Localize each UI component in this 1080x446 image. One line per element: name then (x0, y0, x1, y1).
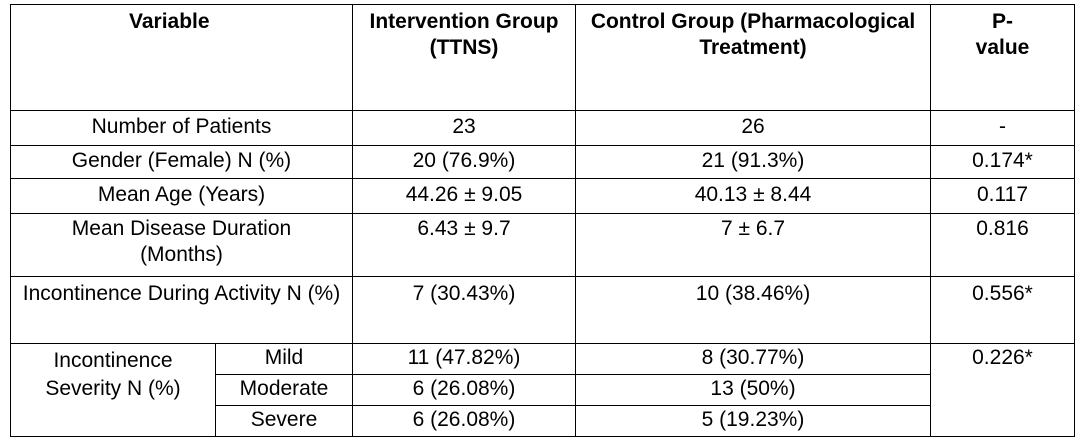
table-row: Severe 6 (26.08%) 5 (19.23%) (11, 405, 1075, 437)
table-row: Gender (Female) N (%) 20 (76.9%) 21 (91.… (10, 145, 1075, 179)
cell-intervention: 6 (26.08%) (352, 374, 576, 406)
row-label: Incontinence During Activity N (%) (10, 276, 353, 344)
cell-control: 26 (575, 110, 931, 146)
cell-intervention: 20 (76.9%) (352, 145, 576, 179)
table-row: Incontinence During Activity N (%) 7 (30… (10, 276, 1075, 344)
table-row: Number of Patients 23 26 - (10, 110, 1075, 146)
severity-level-label: Moderate (215, 374, 353, 406)
cell-pvalue: 0.816 (930, 213, 1075, 277)
cell-intervention: 11 (47.82%) (352, 343, 576, 375)
cell-intervention: 7 (30.43%) (352, 276, 576, 344)
row-label: Mean Age (Years) (10, 178, 353, 214)
row-label: Gender (Female) N (%) (10, 145, 353, 179)
cell-intervention: 6 (26.08%) (352, 405, 576, 437)
cell-pvalue: - (930, 110, 1075, 146)
cell-control: 13 (50%) (575, 374, 931, 406)
cell-pvalue: 0.117 (930, 178, 1075, 214)
severity-pvalue: 0.226* (930, 343, 1075, 437)
cell-control: 5 (19.23%) (575, 405, 931, 437)
table-row: Mean Disease Duration (Months) 6.43 ± 9.… (10, 213, 1075, 277)
row-label: Mean Disease Duration (Months) (10, 213, 353, 277)
table-row: Incontinence Severity N (%) Mild 11 (47.… (10, 343, 1075, 437)
table-row: Moderate 6 (26.08%) 13 (50%) (11, 374, 1075, 406)
cell-intervention: 6.43 ± 9.7 (352, 213, 576, 277)
header-control: Control Group (Pharmacological Treatment… (575, 4, 931, 111)
row-label: Number of Patients (10, 110, 353, 146)
cell-intervention: 23 (352, 110, 576, 146)
header-row: Variable Intervention Group (TTNS) Contr… (10, 4, 1075, 111)
cell-control: 40.13 ± 8.44 (575, 178, 931, 214)
cell-pvalue: 0.174* (930, 145, 1075, 179)
header-pvalue: P-value (930, 4, 1075, 111)
cell-control: 10 (38.46%) (575, 276, 931, 344)
cell-pvalue: 0.556* (930, 276, 1075, 344)
cell-control: 21 (91.3%) (575, 145, 931, 179)
header-variable: Variable (10, 4, 353, 111)
header-intervention: Intervention Group (TTNS) (352, 4, 576, 111)
cell-control: 7 ± 6.7 (575, 213, 931, 277)
cell-intervention: 44.26 ± 9.05 (352, 178, 576, 214)
table-row: Mean Age (Years) 44.26 ± 9.05 40.13 ± 8.… (10, 178, 1075, 214)
severity-level-label: Mild (215, 343, 353, 375)
severity-level-label: Severe (215, 405, 353, 437)
patient-characteristics-table: Variable Intervention Group (TTNS) Contr… (10, 4, 1075, 437)
severity-label: Incontinence Severity N (%) (10, 343, 216, 437)
cell-control: 8 (30.77%) (575, 343, 931, 375)
